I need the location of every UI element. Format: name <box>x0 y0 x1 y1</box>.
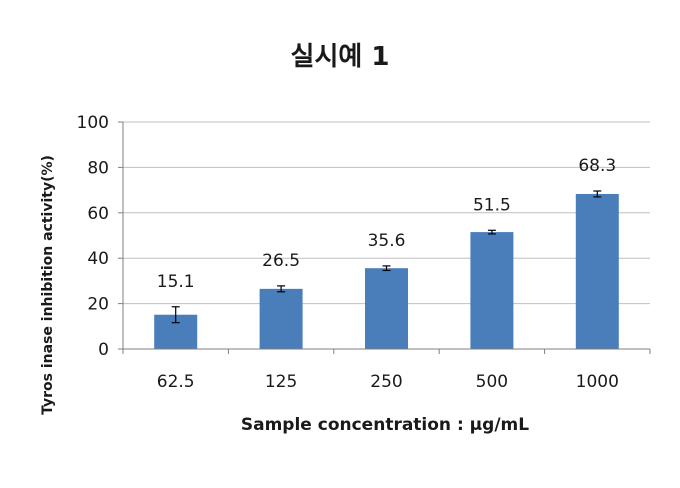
error-bar <box>171 306 180 324</box>
x-tick-label: 1000 <box>576 372 619 392</box>
y-axis-label: Tyros inase inhibition activity(%) <box>40 155 56 415</box>
x-tick-label: 125 <box>265 372 297 392</box>
y-tick-label: 100 <box>77 113 109 133</box>
bar <box>470 232 514 349</box>
bars <box>154 193 619 349</box>
x-tick-labels: 62.5 125 250 500 1000 <box>122 349 651 392</box>
y-tick-label: 60 <box>87 204 109 224</box>
y-tick-labels: 0 20 40 60 80 100 <box>77 113 123 360</box>
y-tick-label: 80 <box>87 158 109 178</box>
data-label: 15.1 <box>157 272 195 292</box>
y-tick-label: 40 <box>87 249 109 269</box>
y-tick-label: 0 <box>98 340 109 360</box>
data-label: 51.5 <box>473 195 511 215</box>
bar <box>259 288 303 349</box>
data-labels: 15.1 26.5 35.6 51.5 68.3 <box>157 156 616 292</box>
bar <box>575 193 619 349</box>
error-bar <box>382 265 391 272</box>
y-tick-label: 20 <box>87 295 109 315</box>
error-bars <box>171 190 602 324</box>
gridlines <box>123 121 650 305</box>
data-label: 26.5 <box>262 251 300 271</box>
data-label: 68.3 <box>578 156 616 176</box>
bar <box>365 268 408 349</box>
data-label: 35.6 <box>368 231 406 251</box>
chart-title: 실시예 1 <box>291 42 390 72</box>
error-bar <box>593 190 602 198</box>
error-bar <box>487 229 496 235</box>
x-axis-label: Sample concentration : µg/mL <box>241 415 529 435</box>
x-tick-label: 250 <box>370 372 402 392</box>
x-tick-label: 62.5 <box>157 372 195 392</box>
error-bar <box>277 285 286 293</box>
x-tick-label: 500 <box>476 372 508 392</box>
